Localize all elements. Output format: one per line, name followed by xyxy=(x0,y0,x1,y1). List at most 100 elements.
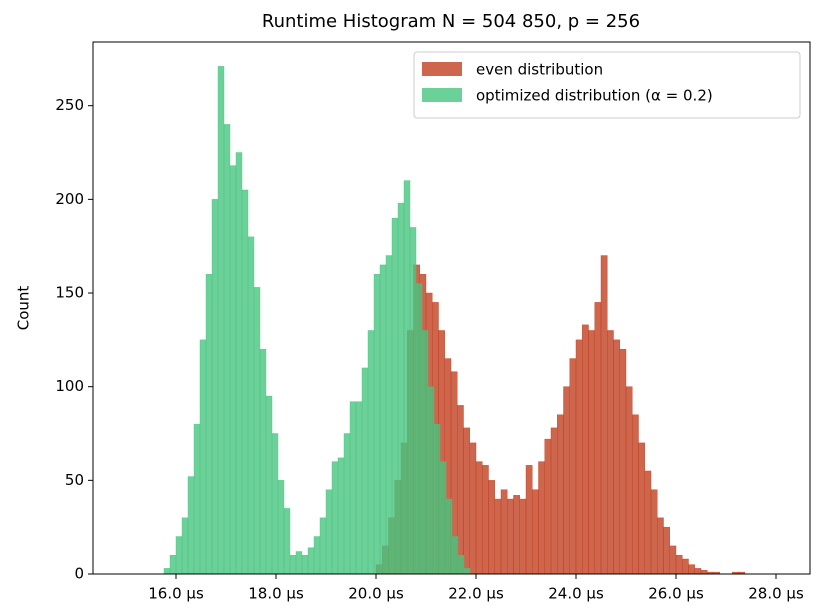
histogram-bar xyxy=(415,283,423,575)
x-tick-label: 26.0 µs xyxy=(648,585,704,603)
histogram-bar xyxy=(694,568,702,575)
y-tick-label: 200 xyxy=(55,190,84,208)
histogram-bar xyxy=(289,555,297,575)
histogram-bar xyxy=(544,438,552,575)
histogram-bar xyxy=(199,339,207,575)
histogram-bar xyxy=(373,274,381,575)
histogram-bar xyxy=(325,489,333,575)
histogram-bar xyxy=(187,476,195,575)
histogram-bar xyxy=(451,536,459,575)
x-tick-label: 18.0 µs xyxy=(248,585,304,603)
y-tick-label: 100 xyxy=(55,377,84,395)
histogram-bar xyxy=(557,414,564,575)
histogram-bar xyxy=(700,570,708,575)
histogram-bar xyxy=(569,358,577,575)
histogram-bar xyxy=(457,555,465,575)
legend-box xyxy=(413,51,801,119)
y-axis-label: Count xyxy=(15,286,33,331)
histogram-bar xyxy=(563,386,570,575)
y-tick-label: 50 xyxy=(65,471,84,489)
legend-label: even distribution xyxy=(476,61,603,79)
histogram-bar xyxy=(163,568,171,575)
histogram-bar xyxy=(507,498,514,575)
histogram-bar xyxy=(494,498,502,575)
histogram-bar xyxy=(650,489,658,575)
histogram-bar xyxy=(463,427,470,575)
histogram-bar xyxy=(582,324,589,575)
histogram-bar xyxy=(475,461,483,575)
histogram-bar xyxy=(397,202,405,575)
histogram-bar xyxy=(205,274,213,575)
histogram-bar xyxy=(575,339,583,575)
histogram-bar xyxy=(439,461,447,575)
histogram-bar xyxy=(259,348,267,575)
histogram-bar xyxy=(613,339,620,575)
histogram-bar xyxy=(229,165,237,575)
histogram-bar xyxy=(682,558,689,575)
histogram-bar xyxy=(469,442,477,575)
histogram-bar xyxy=(385,255,393,575)
histogram-bar xyxy=(193,423,201,575)
histogram-bar xyxy=(271,433,279,575)
histogram-bar xyxy=(600,255,608,575)
histogram-bar xyxy=(638,442,645,575)
histogram-bar xyxy=(169,555,177,575)
histogram-bar xyxy=(488,480,495,575)
histogram-bar xyxy=(463,568,471,575)
histogram-bar xyxy=(283,508,291,575)
histogram-bar xyxy=(253,287,261,575)
chart-title: Runtime Histogram N = 504 850, p = 256 xyxy=(262,11,640,32)
y-tick-label: 150 xyxy=(55,284,84,302)
histogram-bar xyxy=(265,395,273,575)
plot-frame xyxy=(92,41,811,575)
histogram-bar xyxy=(307,547,315,575)
histogram-bar xyxy=(433,423,441,575)
histogram-bar xyxy=(675,555,683,575)
histogram-bar xyxy=(409,227,417,575)
histogram-bar xyxy=(211,199,219,575)
x-tick-label: 28.0 µs xyxy=(748,585,804,603)
histogram-bar xyxy=(594,302,602,575)
histogram-bar xyxy=(295,551,303,575)
legend-swatch xyxy=(422,88,462,102)
histogram-bar xyxy=(427,386,435,575)
histogram-bar xyxy=(663,526,670,575)
histogram-bar xyxy=(513,495,520,575)
histogram-bar xyxy=(355,401,363,575)
x-tick-label: 16.0 µs xyxy=(148,585,204,603)
histogram-bar xyxy=(349,401,357,575)
histogram-bar xyxy=(688,564,695,575)
histogram-bar xyxy=(331,461,339,575)
histogram-bar xyxy=(607,330,614,575)
histogram-bar xyxy=(538,461,545,575)
histogram-bar xyxy=(482,465,489,575)
histogram-bar xyxy=(391,217,399,575)
x-tick-label: 22.0 µs xyxy=(448,585,504,603)
y-tick-label: 0 xyxy=(74,565,84,583)
histogram-bar xyxy=(235,152,243,575)
histogram-bar xyxy=(619,348,627,575)
histogram-bar xyxy=(500,489,508,575)
histogram-bar xyxy=(337,457,345,575)
x-tick-label: 20.0 µs xyxy=(348,585,404,603)
histogram-bar xyxy=(421,330,429,575)
legend-label: optimized distribution (α = 0.2) xyxy=(476,87,713,105)
histogram-bar xyxy=(319,517,327,575)
histogram-bar xyxy=(632,414,639,575)
histogram-bar xyxy=(181,517,189,575)
histogram-bar xyxy=(301,555,309,575)
histogram-bar xyxy=(313,536,321,575)
histogram-bar xyxy=(669,545,677,575)
histogram-bar xyxy=(247,236,255,575)
histogram-bar xyxy=(519,498,527,575)
histogram-bar xyxy=(403,180,411,575)
histogram-bar xyxy=(223,124,231,575)
histogram-bar xyxy=(379,264,387,575)
histogram-bar xyxy=(525,465,533,575)
histogram-bar xyxy=(588,330,595,575)
histogram-bar xyxy=(644,470,652,575)
histogram-bar xyxy=(361,367,369,575)
histogram-bar xyxy=(241,189,249,575)
y-tick-label: 250 xyxy=(55,96,84,114)
